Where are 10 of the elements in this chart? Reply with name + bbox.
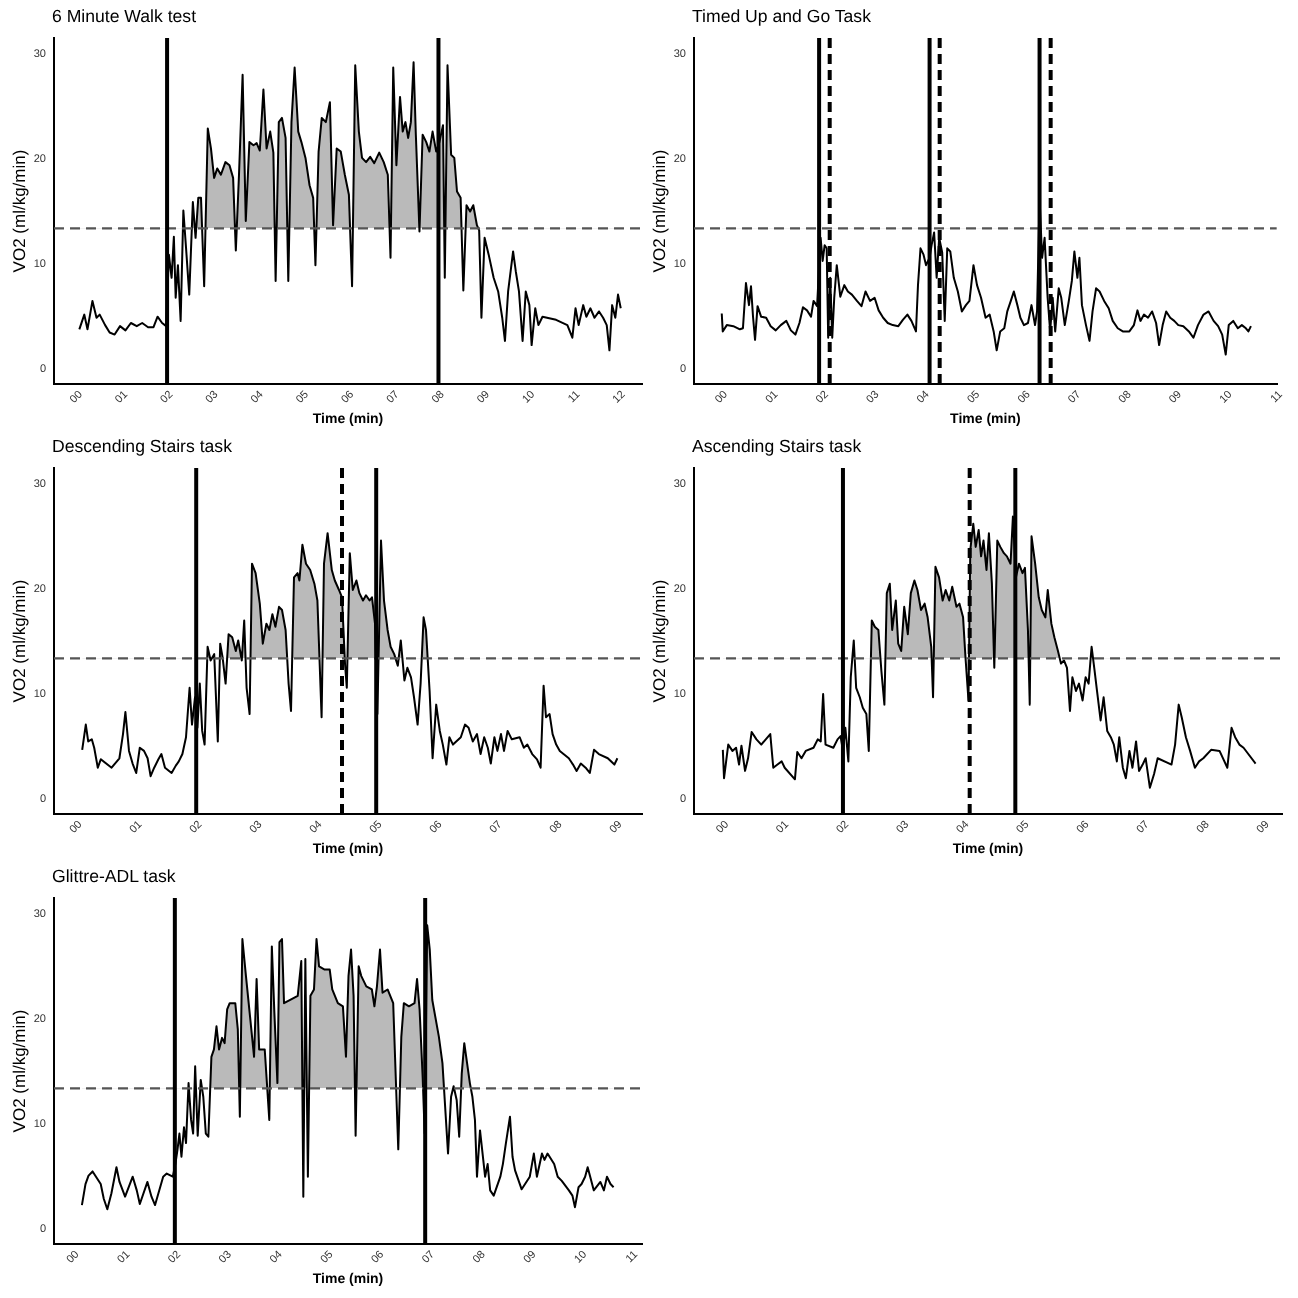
chart-title: Ascending Stairs task <box>692 436 862 458</box>
chart-title: Descending Stairs task <box>52 436 232 458</box>
chart-title: 6 Minute Walk test <box>52 6 197 28</box>
chart-title: Timed Up and Go Task <box>692 6 871 28</box>
y-axis-title: VO2 (ml/kg/min) <box>648 149 669 273</box>
chart-title: Glittre-ADL task <box>52 866 176 888</box>
y-axis-title: VO2 (ml/kg/min) <box>8 149 29 273</box>
y-axis-title: VO2 (ml/kg/min) <box>8 1009 29 1133</box>
y-axis-title: VO2 (ml/kg/min) <box>8 579 29 703</box>
y-axis-title: VO2 (ml/kg/min) <box>648 579 669 703</box>
